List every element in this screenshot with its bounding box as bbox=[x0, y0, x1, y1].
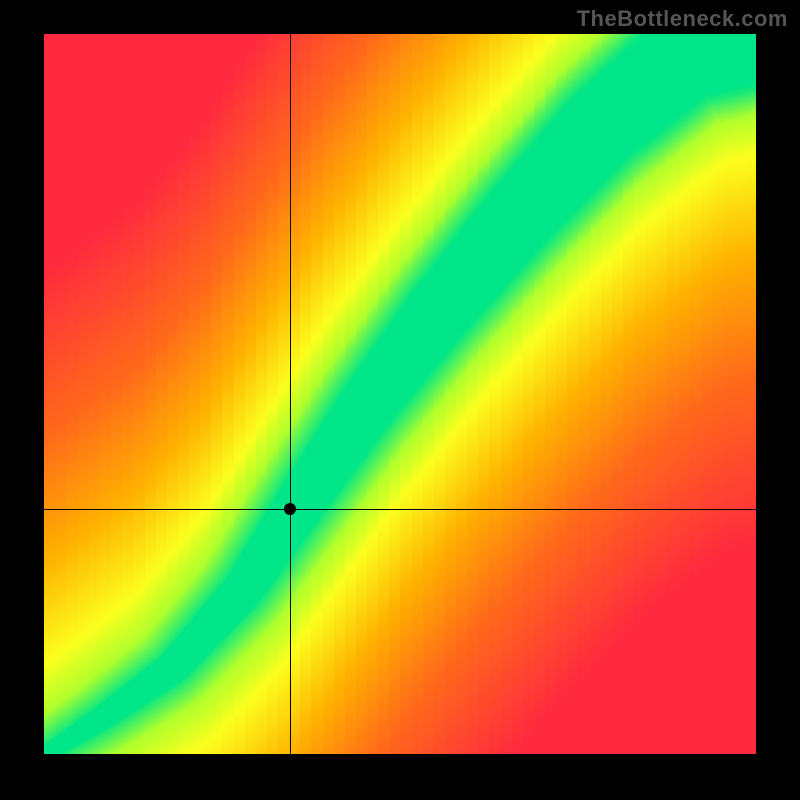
data-point-marker bbox=[284, 503, 296, 515]
heatmap-plot bbox=[44, 34, 756, 754]
watermark-text: TheBottleneck.com bbox=[577, 6, 788, 32]
crosshair-vertical bbox=[290, 34, 291, 754]
crosshair-horizontal bbox=[44, 509, 756, 510]
heatmap-canvas bbox=[44, 34, 756, 754]
